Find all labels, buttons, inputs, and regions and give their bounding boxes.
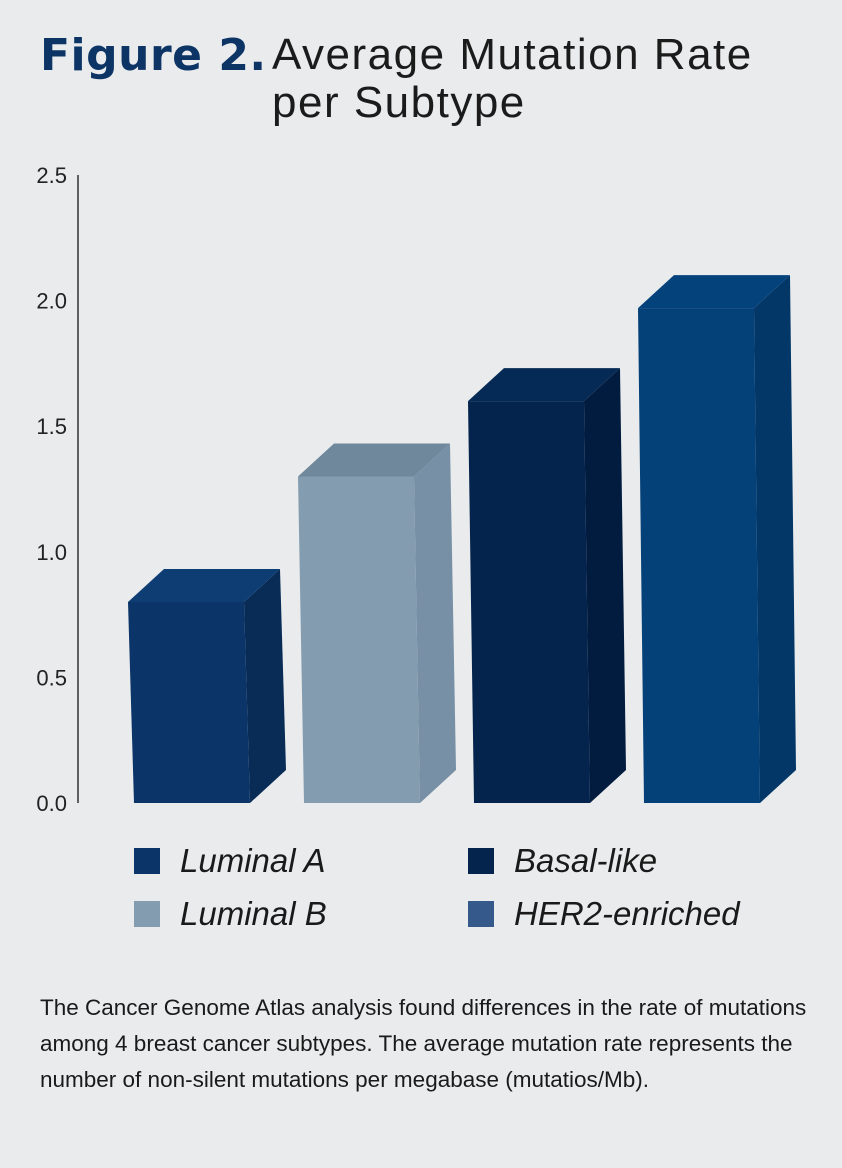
legend-item-luminal-b: Luminal B [134, 895, 327, 933]
y-tick-label: 2.5 [36, 163, 67, 188]
figure-label: Figure 2. [40, 30, 267, 81]
bar-chart: 0.0 0.5 1.0 1.5 2.0 2.5 [36, 163, 796, 816]
bar-luminal-b [298, 443, 456, 803]
bar-side [584, 368, 626, 803]
bar-top [638, 275, 790, 309]
figure-title: Average Mutation Rate per Subtype [272, 30, 753, 127]
legend-swatch [468, 901, 494, 927]
legend-swatch [134, 901, 160, 927]
figure-caption: The Cancer Genome Atlas analysis found d… [40, 995, 807, 1092]
legend-item-basal-like: Basal-like [468, 842, 657, 880]
bar-side [414, 443, 456, 803]
bar-top [298, 443, 450, 477]
y-tick-label: 2.0 [36, 289, 67, 314]
bars [128, 275, 796, 803]
y-tick-label: 0.5 [36, 665, 67, 690]
legend-item-her2-enriched: HER2-enriched [468, 895, 740, 933]
bar-basal-like [468, 368, 626, 803]
legend-label: Basal-like [514, 842, 658, 879]
bar-front [468, 401, 590, 803]
legend-swatch [468, 848, 494, 874]
legend-label: HER2-enriched [514, 895, 740, 932]
legend-label: Luminal B [180, 895, 327, 932]
bar-luminal-a [128, 569, 286, 803]
bar-front [128, 602, 250, 803]
bar-side [244, 569, 286, 803]
y-tick-label: 1.5 [36, 414, 67, 439]
y-tick-label: 0.0 [36, 791, 67, 816]
y-tick-label: 1.0 [36, 540, 67, 565]
bar-top [128, 569, 280, 603]
legend-swatch [134, 848, 160, 874]
bar-her2-enriched [638, 275, 796, 803]
legend-label: Luminal A [180, 842, 326, 879]
bar-side [754, 275, 796, 803]
bar-front [298, 476, 420, 803]
bar-front [638, 308, 760, 803]
y-axis: 0.0 0.5 1.0 1.5 2.0 2.5 [36, 163, 79, 816]
legend-item-luminal-a: Luminal A [134, 842, 326, 880]
bar-top [468, 368, 620, 402]
